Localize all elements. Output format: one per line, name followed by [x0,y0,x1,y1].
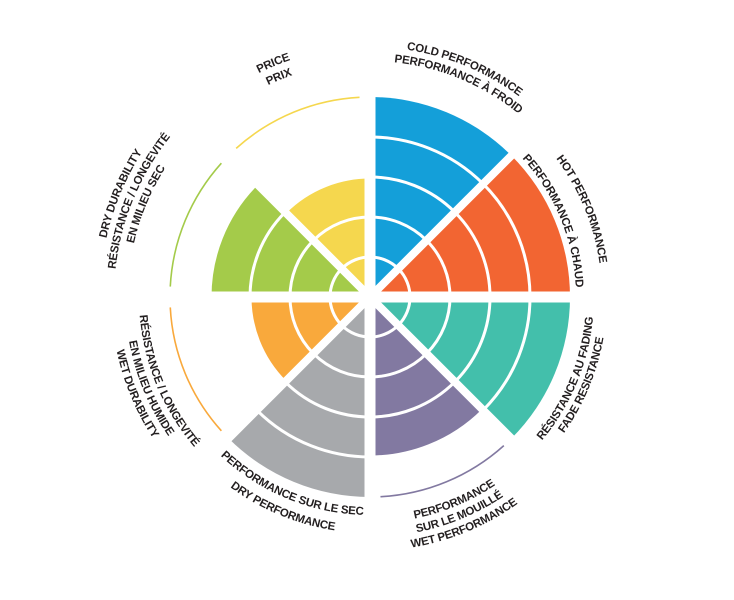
empty-level-arc-wet-durability [209,305,252,405]
empty-level-arc-price [235,96,360,149]
sector-dry-durability [210,183,370,297]
sector-gaps [155,82,585,512]
sector-hot [370,155,570,297]
empty-level-arc-dry-durability [169,162,222,287]
empty-level-arc-wet-durability [169,307,222,432]
sector-gap [215,142,525,452]
empty-level-arc-wet-performance [380,445,505,498]
sector-price [285,177,370,297]
sector-wet-performance [370,297,484,457]
sectors [169,96,570,498]
empty-level-arc-price [262,136,362,179]
sector-cold [370,97,512,297]
sector-fade [370,297,570,439]
sector-wet-durability [250,297,370,382]
sector-dry-performance [228,297,370,497]
